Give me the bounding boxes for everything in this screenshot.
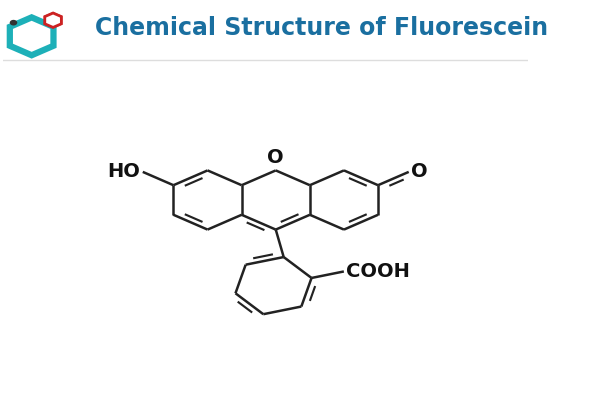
Text: COOH: COOH — [346, 262, 410, 281]
Polygon shape — [10, 17, 53, 55]
Polygon shape — [45, 13, 61, 28]
Text: Chemical Structure of Fluorescein: Chemical Structure of Fluorescein — [95, 16, 548, 40]
Circle shape — [10, 20, 17, 26]
Text: HO: HO — [107, 162, 140, 181]
Text: O: O — [268, 148, 284, 167]
Polygon shape — [45, 13, 61, 28]
Text: O: O — [412, 162, 428, 181]
